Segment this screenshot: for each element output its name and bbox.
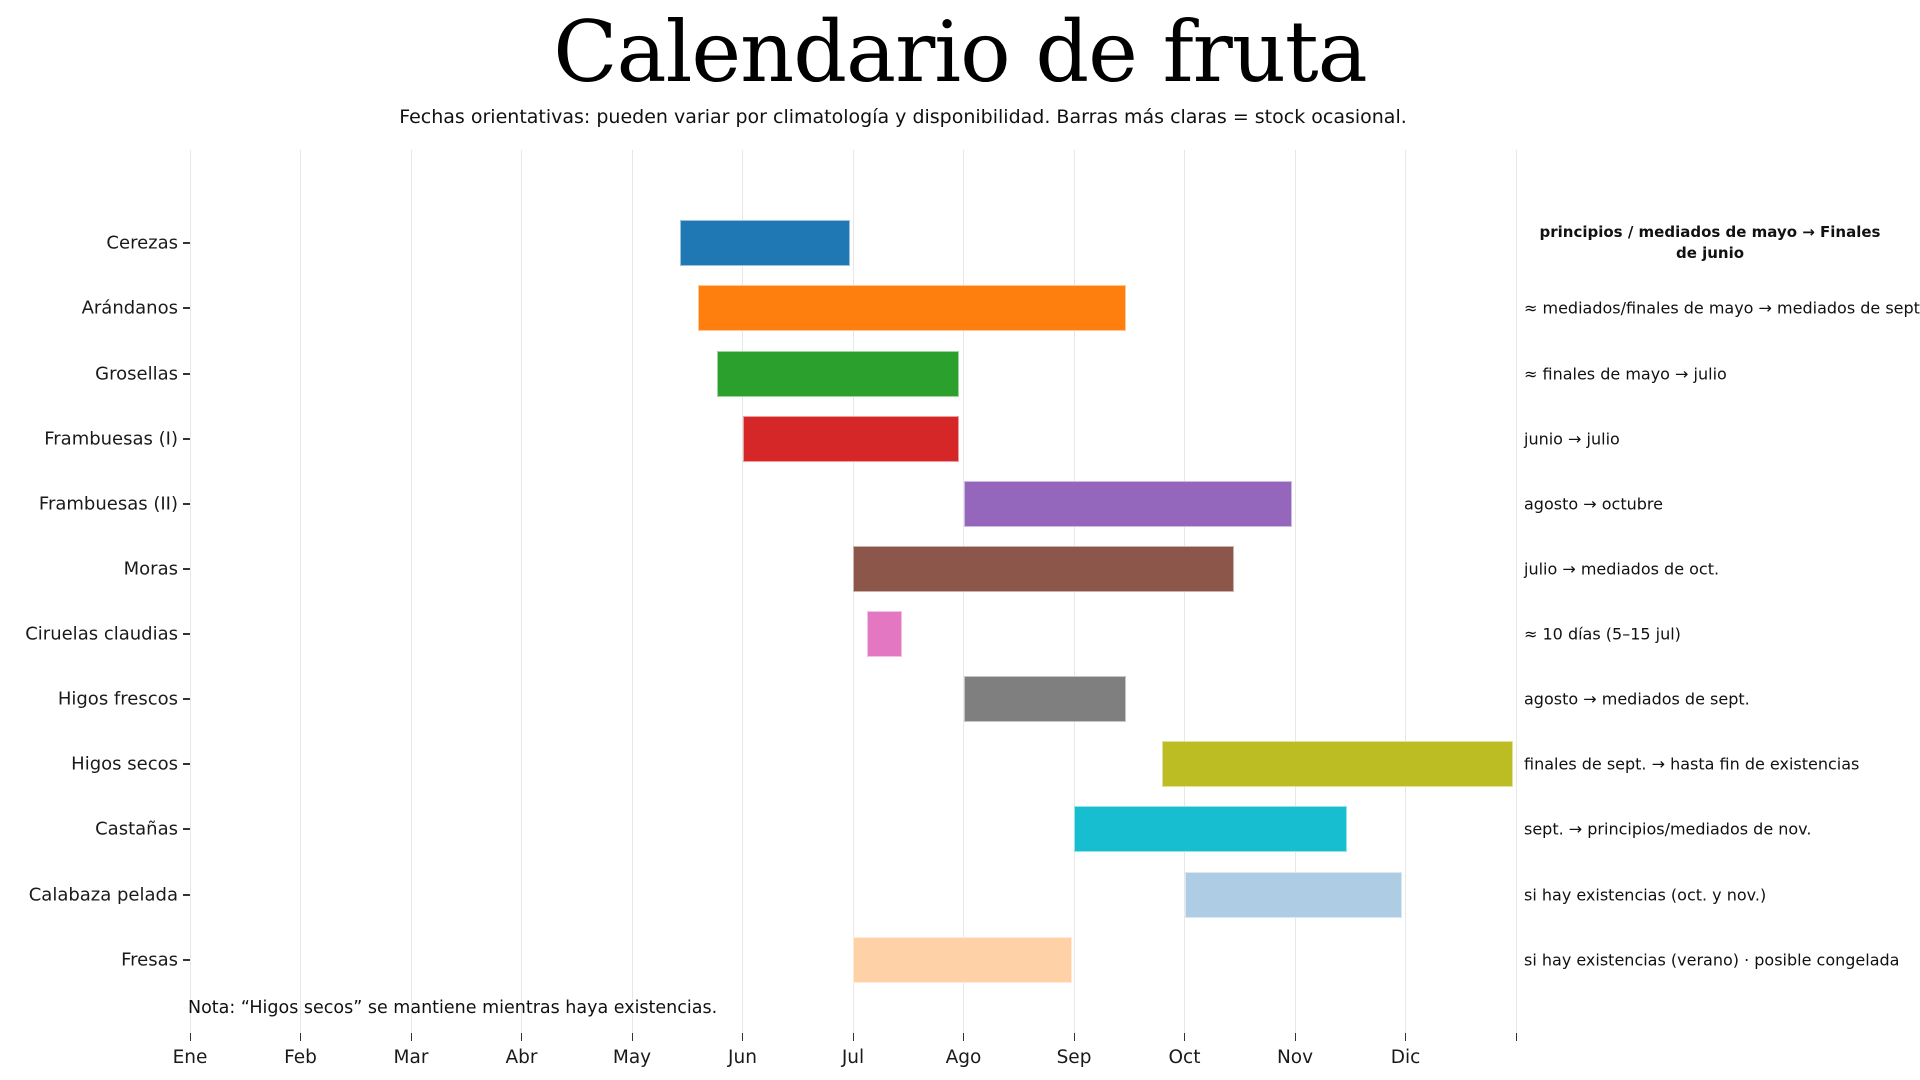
x-axis-month-label: Jun [728,1047,757,1068]
annotation-ciruelas-claudias: ≈ 10 días (5–15 jul) [1524,624,1681,644]
month-gridline [1515,150,1517,1033]
x-axis-tick [410,1033,412,1041]
annotation-arandanos: ≈ mediados/finales de mayo → mediados de… [1524,298,1920,318]
x-axis-tick [1405,1033,1406,1041]
gantt-bar-castanas [1074,806,1347,853]
month-gridline [1405,150,1406,1033]
x-axis-tick [631,1033,633,1041]
month-gridline [521,150,522,1033]
y-axis-tick [183,307,190,310]
y-axis-tick [183,958,190,961]
y-axis-label-frambuesas-ii: Frambuesas (II) [38,493,178,515]
month-gridline [1294,150,1296,1033]
y-axis-tick [183,698,190,701]
gantt-bar-higos-secos [1162,741,1513,788]
x-axis-tick [189,1033,191,1041]
y-axis-label-arandanos: Arándanos [81,297,178,319]
gantt-bar-moras [853,545,1235,592]
y-axis-label-frambuesas-i: Frambuesas (I) [44,428,178,450]
month-gridline [742,150,743,1033]
x-axis-tick [742,1033,743,1041]
gantt-bar-cerezas [679,220,850,267]
annotation-grosellas: ≈ finales de mayo → julio [1524,364,1727,384]
month-gridline [631,150,633,1033]
annotation-fresas: si hay existencias (verano) · posible co… [1524,950,1900,970]
x-axis-month-label: Jul [841,1047,865,1068]
y-axis-label-moras: Moras [123,558,178,580]
x-axis-month-label: May [612,1047,652,1068]
annotation-frambuesas-i: junio → julio [1524,429,1620,449]
x-axis-tick [1073,1033,1075,1041]
x-axis-month-label: Abr [505,1047,538,1068]
gantt-bar-frambuesas-ii [963,480,1292,527]
y-axis-tick [183,828,190,831]
y-axis-label-fresas: Fresas [121,949,178,971]
y-axis-tick [183,567,190,570]
annotation-cerezas: principios / mediados de mayo → Finales … [1539,223,1881,263]
gantt-bar-grosellas [717,350,960,397]
x-axis-month-label: Feb [284,1047,317,1068]
y-axis-label-ciruelas-claudias: Ciruelas claudias [25,623,178,645]
x-axis-tick [1184,1033,1185,1041]
y-axis-tick [183,437,190,440]
chart-subtitle: Fechas orientativas: pueden variar por c… [399,106,1407,128]
y-axis-tick [183,242,190,245]
y-axis-label-castanas: Castañas [95,818,178,840]
x-axis-tick [1294,1033,1296,1041]
annotation-castanas: sept. → principios/mediados de nov. [1524,819,1812,839]
chart-note: Nota: “Higos secos” se mantiene mientras… [188,998,718,1018]
y-axis-label-calabaza-pelada: Calabaza pelada [28,884,178,906]
y-axis-tick [183,763,190,766]
y-axis-tick [183,502,190,505]
gantt-bar-arandanos [698,285,1126,332]
month-gridline [410,150,412,1033]
month-gridline [189,150,191,1033]
annotation-moras: julio → mediados de oct. [1524,559,1720,579]
y-axis-tick [183,633,190,636]
x-axis-tick [963,1033,964,1041]
y-axis-tick [183,372,190,375]
x-axis-month-label: Ago [945,1047,982,1068]
page-title: Calendario de fruta [553,3,1368,101]
gantt-bar-higos-frescos [963,676,1126,723]
gantt-bar-fresas [853,936,1072,983]
y-axis-label-cerezas: Cerezas [106,232,178,254]
y-axis-tick [183,893,190,896]
annotation-calabaza-pelada: si hay existencias (oct. y nov.) [1524,885,1767,905]
annotation-higos-secos: finales de sept. → hasta fin de existenc… [1524,754,1860,774]
x-axis-tick [521,1033,522,1041]
y-axis-label-higos-secos: Higos secos [71,753,178,775]
annotation-frambuesas-ii: agosto → octubre [1524,494,1663,514]
x-axis-month-label: Ene [172,1047,208,1068]
x-axis-month-label: Oct [1168,1047,1201,1068]
gantt-bar-frambuesas-i [742,415,960,462]
gantt-bar-calabaza-pelada [1184,871,1403,918]
x-axis-tick [300,1033,301,1041]
month-gridline [300,150,301,1033]
y-axis-label-grosellas: Grosellas [95,363,178,385]
x-axis-month-label: Dic [1390,1047,1421,1068]
x-axis-month-label: Sep [1056,1047,1092,1068]
y-axis-label-higos-frescos: Higos frescos [57,688,178,710]
x-axis-month-label: Nov [1276,1047,1314,1068]
gantt-bar-ciruelas-claudias [867,611,902,658]
x-axis-tick [852,1033,854,1041]
x-axis-tick [1515,1033,1517,1041]
annotation-higos-frescos: agosto → mediados de sept. [1524,689,1750,709]
x-axis-month-label: Mar [393,1047,429,1068]
